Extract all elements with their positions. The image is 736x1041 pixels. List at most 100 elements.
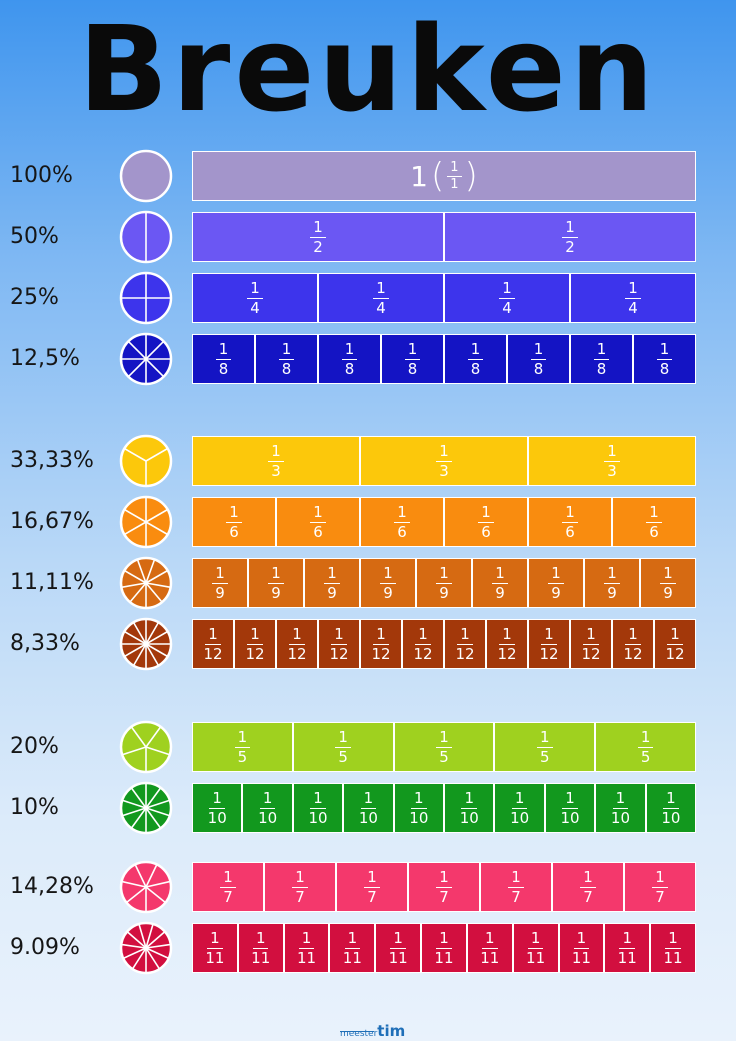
fraction-circle-icon [119,556,173,610]
fraction-denominator: 4 [250,298,260,317]
fraction-circle-icon [119,860,173,914]
whole-number: 1 [410,159,428,193]
fraction-segment: 1 11 [236,924,283,972]
fraction-denominator: 5 [439,747,449,766]
fraction-segment: 1 11 [603,924,650,972]
fraction-denominator: 9 [215,583,225,602]
fraction-numerator: 1 [310,503,326,523]
fraction-segment: 1 10 [342,784,393,832]
footer-name: tim [377,1022,406,1040]
fraction-numerator: 1 [537,728,553,748]
fraction-denominator: 11 [251,948,271,967]
fraction-label: 1 11 [342,929,362,967]
fraction-label: 1 11 [617,929,637,967]
circle-divider [145,931,166,949]
fraction-denominator: 10 [661,808,681,827]
fraction-numerator: 1 [259,789,276,809]
fraction-segment: 1 12 [485,620,527,668]
fraction-denominator: 2 [313,237,323,256]
fraction-segment: 1 10 [241,784,292,832]
fraction-numerator: 1 [360,789,377,809]
fraction-denominator: 5 [540,747,550,766]
page-title: Breuken [78,0,658,138]
circle-divider [145,799,171,809]
fraction-denominator: 11 [617,948,637,967]
fraction-numerator: 1 [252,929,269,949]
fraction-numerator: 1 [292,868,308,888]
circle-divider [145,569,169,584]
fraction-denominator: 9 [663,583,673,602]
fraction-denominator: 11 [296,948,317,967]
fraction-numerator: 1 [268,442,284,462]
circle-divider [123,447,147,462]
fraction-denominator: 8 [281,359,292,378]
fraction-denominator: 12 [623,644,643,663]
circle-divider [145,886,167,904]
fraction-denominator: 12 [497,644,517,663]
percent-label: 10% [10,795,59,820]
fraction-segment: 1 12 [275,620,317,668]
circle-divider [132,643,147,667]
percent-label: 9.09% [10,935,80,960]
fraction-numerator: 1 [215,340,232,360]
percent-label: 12,5% [10,346,80,371]
fraction-bar: 1(1 1) [192,151,696,201]
fraction-denominator: 11 [663,948,683,967]
fraction-denominator: 10 [560,808,580,827]
fraction-numerator: 1 [530,340,547,360]
fraction-segment: 1 11 [465,924,512,972]
fraction-circle-icon [119,921,173,975]
circle-divider [145,880,171,888]
fraction-segment: 1 12 [193,620,233,668]
fraction-numerator: 1 [344,929,361,949]
circle-divider [123,508,147,523]
percent-label: 11,11% [10,570,94,595]
fraction-numerator: 1 [499,625,515,645]
fraction-denominator: 10 [258,808,278,827]
fraction-numerator: 1 [209,789,225,809]
fraction-numerator: 1 [380,564,396,584]
fraction-segment: 1 11 [557,924,604,972]
fraction-denominator: 11 [342,948,362,967]
fraction-label: 1 12 [581,625,600,663]
fraction-numerator: 1 [247,625,263,645]
fraction-segment: 1 10 [443,784,494,832]
fraction-numerator: 1 [447,160,462,177]
fraction-numerator: 1 [331,625,347,645]
fraction-label: 1 10 [661,789,681,827]
circle-divider [145,807,171,817]
fraction-denominator: 8 [344,359,355,378]
circle-divider [145,726,162,748]
fraction-denominator: 8 [470,359,481,378]
fraction-segment: 1 12 [653,620,695,668]
fraction-segment: 1 12 [359,620,401,668]
fraction-label: 1 12 [203,625,222,663]
fraction-denominator: 7 [223,887,233,906]
fraction-label: 1 11 [480,929,499,967]
fraction-label: 1 10 [308,789,327,827]
fraction-denominator: 2 [565,237,575,256]
fraction-numerator: 1 [511,789,528,809]
fraction-numerator: 1 [415,625,431,645]
